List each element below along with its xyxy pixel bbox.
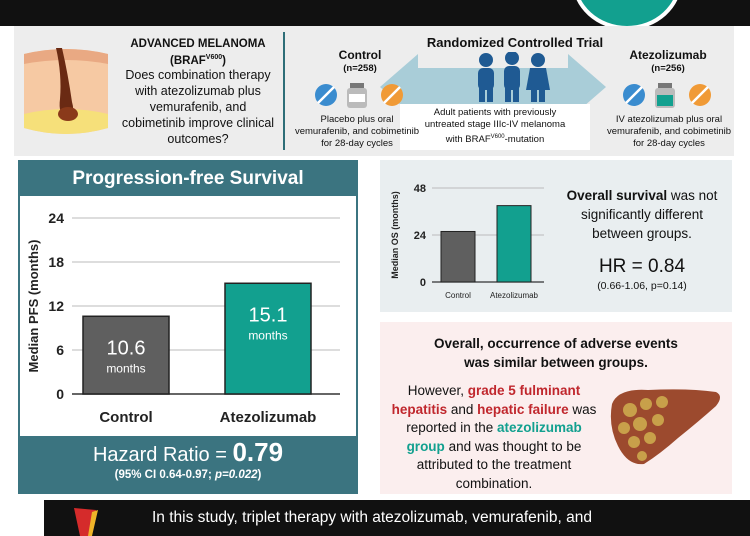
category-label: Control bbox=[445, 291, 471, 300]
y-tick-label: 6 bbox=[56, 342, 64, 358]
treatment-arm-n: (n=256) bbox=[651, 63, 685, 74]
os-confidence-interval: (0.66-1.06, p=0.14) bbox=[597, 280, 687, 292]
bar-unit-label: months bbox=[248, 328, 287, 342]
bar bbox=[82, 315, 170, 395]
exclamation-icon bbox=[74, 508, 98, 536]
os-summary: Overall survival was not significantly d… bbox=[566, 188, 718, 241]
bar bbox=[440, 230, 476, 283]
pfs-hazard-ratio: Hazard Ratio = 0.79 bbox=[92, 437, 284, 467]
liver-icon bbox=[610, 389, 720, 465]
y-tick-label: 12 bbox=[48, 298, 64, 314]
control-arm-n: (n=258) bbox=[343, 63, 377, 74]
question-text: Does combination therapy with atezolizum… bbox=[121, 68, 275, 146]
y-tick-label: 48 bbox=[414, 183, 426, 195]
pfs-bar-chart: 0 6 12 18 24 Median PFS (months) 10.6 months Con… bbox=[26, 210, 340, 426]
iv-bag-icon bbox=[655, 83, 675, 108]
bar-value-label: 10.6 bbox=[107, 337, 146, 359]
bar-unit-label: months bbox=[106, 361, 145, 375]
pill-icon bbox=[315, 84, 337, 106]
skin-follicle-icon bbox=[24, 48, 108, 134]
y-tick-label: 24 bbox=[414, 230, 427, 242]
pill-icon bbox=[381, 84, 403, 106]
bar bbox=[496, 205, 532, 283]
header-divider bbox=[283, 32, 285, 150]
pfs-hazard-ratio-panel: Hazard Ratio = 0.79 (95% CI 0.64-0.97; p… bbox=[20, 436, 356, 492]
population-line: untreated stage IIIc-IV melanoma bbox=[424, 119, 566, 130]
os-bar-chart: 0 24 48 Median OS (months) Control Atezolizum… bbox=[390, 183, 544, 300]
bar-value-label: 15.1 bbox=[249, 304, 288, 326]
population-line: with BRAFV600-mutation bbox=[445, 134, 545, 146]
patients-icon bbox=[478, 52, 550, 102]
control-arm-title: Control bbox=[338, 48, 382, 62]
os-panel bbox=[380, 160, 732, 312]
y-axis-label: Median OS (months) bbox=[390, 191, 400, 279]
control-medication-icons bbox=[315, 83, 403, 108]
pill-icon bbox=[689, 84, 711, 106]
treatment-medication-icons bbox=[623, 83, 711, 108]
pfs-title: Progression-free Survival bbox=[20, 162, 356, 196]
treatment-arm-desc: IV atezolizumab plus oral vemurafenib, a… bbox=[606, 114, 732, 149]
trial-title: Randomized Controlled Trial bbox=[426, 35, 604, 50]
adverse-events-detail: However, grade 5 fulminant hepatitis and… bbox=[391, 383, 597, 491]
question-title: ADVANCED MELANOMA (BRAFV600) bbox=[130, 38, 266, 67]
adverse-events-summary: Overall, occurrence of adverse events wa… bbox=[434, 336, 678, 370]
category-label: Atezolizumab bbox=[220, 409, 317, 426]
population-box: Adult patients with previously untreated… bbox=[400, 104, 590, 150]
conclusion-banner: In this study, triplet therapy with atez… bbox=[44, 500, 750, 536]
pill-icon bbox=[623, 84, 645, 106]
os-hazard-ratio: HR = 0.84 bbox=[598, 256, 686, 277]
y-axis-label: Median PFS (months) bbox=[26, 240, 41, 373]
category-label: Atezolizumab bbox=[490, 291, 539, 300]
category-label: Control bbox=[99, 409, 152, 426]
population-line: Adult patients with previously bbox=[433, 107, 557, 118]
y-tick-label: 24 bbox=[48, 210, 64, 226]
y-tick-label: 0 bbox=[420, 277, 426, 289]
header-panel bbox=[14, 26, 734, 156]
bar bbox=[224, 282, 312, 395]
treatment-arm-title: Atezolizumab bbox=[629, 48, 707, 62]
bottle-icon bbox=[347, 83, 367, 108]
y-tick-label: 0 bbox=[56, 386, 64, 402]
y-tick-label: 18 bbox=[48, 254, 64, 270]
pfs-confidence-interval: (95% CI 0.64-0.97; p=0.022) bbox=[114, 469, 262, 481]
control-arm-desc: Placebo plus oral vemurafenib, and cobim… bbox=[294, 114, 420, 149]
